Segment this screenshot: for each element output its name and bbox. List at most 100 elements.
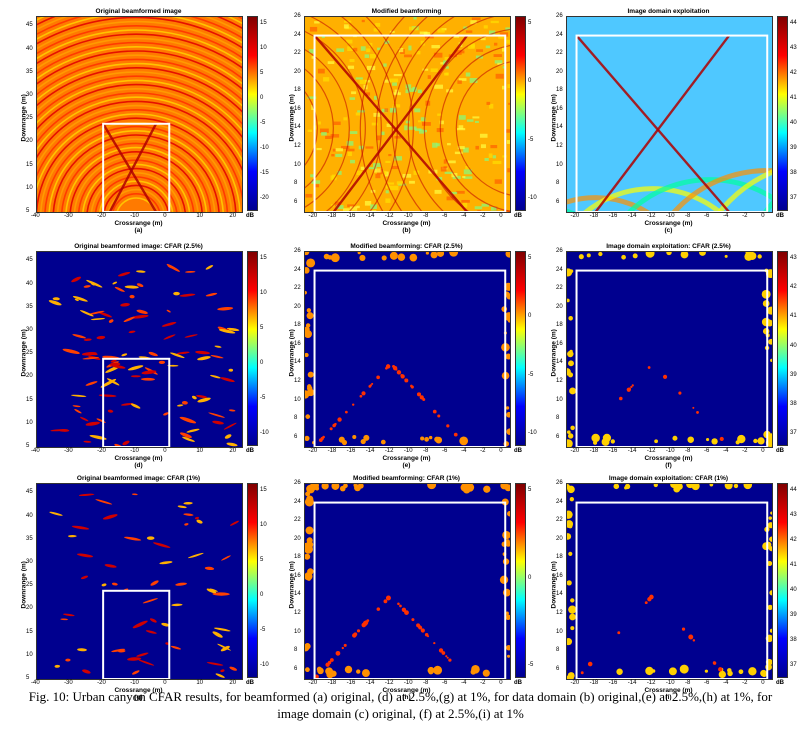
heatmap-image (567, 252, 772, 447)
y-tick-label: 22 (294, 50, 301, 57)
colorbar-tick-label: 15 (260, 255, 267, 261)
x-tick-label: 10 (196, 680, 203, 686)
x-tick-label: -14 (627, 448, 637, 454)
x-tick-label: -30 (64, 448, 73, 454)
y-tick-label: 10 (294, 628, 301, 635)
colorbar-tick-label: 5 (260, 325, 264, 331)
colorbar-tick-label: -15 (260, 170, 269, 176)
colorbar-tick-label: 5 (528, 20, 532, 26)
colorbar-tick-label: 41 (790, 562, 797, 568)
chart-title: Original beamformed image: CFAR (2.5%) (74, 243, 203, 250)
x-tick-label: -4 (461, 448, 467, 454)
x-tick-label: -16 (608, 213, 618, 219)
colorbar-tick-label: 37 (790, 195, 797, 201)
y-axis-label: Downrange (m) (550, 328, 558, 376)
y-tick-label: 16 (294, 105, 301, 112)
colorbar-tick-label: -10 (260, 430, 269, 436)
x-tick-label: -40 (31, 448, 40, 454)
y-tick-label: 6 (556, 665, 560, 672)
x-tick-label: 20 (229, 213, 237, 219)
y-tick-label: 20 (26, 138, 33, 145)
x-tick-label: -20 (308, 213, 318, 219)
y-tick-label: 26 (294, 13, 301, 19)
heatmap-image (37, 17, 242, 212)
x-tick-label: -20 (97, 680, 106, 686)
x-tick-label: -6 (442, 213, 448, 219)
y-tick-label: 24 (556, 31, 563, 38)
y-tick-label: 22 (294, 517, 301, 524)
panel-sublabel: (e) (402, 462, 411, 469)
colorbar-tick-label: 40 (790, 120, 797, 126)
colorbar-unit: dB (776, 213, 784, 219)
y-tick-label: 20 (556, 303, 563, 310)
y-tick-label: 22 (556, 517, 563, 524)
colorbar-tick-label: -5 (528, 136, 534, 143)
y-tick-label: 40 (26, 280, 33, 287)
y-tick-label: 8 (556, 415, 560, 422)
x-tick-label: 20 (229, 680, 237, 686)
panel-sublabel: (a) (134, 227, 143, 234)
chart-title: Original beamformed image: CFAR (1%) (76, 475, 201, 482)
y-axis-label: Downrange (m) (550, 560, 558, 608)
y-tick-label: 14 (294, 591, 301, 598)
heatmap-image (305, 252, 510, 447)
y-tick-label: 12 (556, 143, 563, 149)
x-tick-label: -6 (704, 680, 710, 686)
region-box (575, 34, 769, 212)
y-tick-label: 12 (556, 378, 563, 384)
x-tick-label: -2 (480, 213, 486, 219)
x-tick-label: -12 (646, 213, 656, 219)
x-tick-label: -14 (365, 680, 375, 686)
y-tick-label: 14 (556, 591, 563, 598)
heatmap-image (37, 252, 242, 447)
x-tick-label: -14 (365, 448, 375, 454)
x-tick-label: -18 (327, 448, 337, 454)
region-box (102, 122, 171, 212)
y-tick-label: 22 (556, 285, 563, 292)
y-tick-label: 10 (26, 651, 33, 658)
colorbar (515, 251, 526, 446)
x-tick-label: -4 (461, 680, 467, 686)
y-tick-label: 40 (26, 45, 33, 52)
x-tick-label: -14 (627, 213, 637, 219)
x-tick-label: -6 (442, 448, 448, 454)
y-tick-label: 30 (26, 326, 33, 333)
y-tick-label: 10 (556, 396, 563, 403)
panel-sublabel: (i) (665, 694, 672, 701)
x-tick-label: -4 (723, 448, 729, 454)
x-tick-label: 0 (761, 213, 765, 219)
y-tick-label: 18 (556, 554, 563, 561)
colorbar-tick-label: -10 (260, 145, 269, 151)
colorbar-tick-label: 0 (260, 95, 264, 101)
x-tick-label: -10 (403, 448, 413, 454)
x-tick-label: -8 (684, 213, 691, 219)
x-tick-label: -8 (684, 448, 691, 454)
y-tick-label: 12 (294, 143, 301, 149)
y-tick-label: 15 (26, 396, 33, 403)
y-tick-label: 14 (556, 124, 563, 131)
chart-panel-i: Image domain exploitation: CFAR (1%) -20-… (542, 475, 801, 708)
colorbar-tick-label: 5 (260, 557, 264, 563)
x-tick-label: -30 (64, 213, 73, 219)
colorbar-tick-label: 5 (260, 70, 264, 76)
heatmap-plot-area (304, 483, 511, 680)
y-tick-label: 8 (556, 647, 560, 654)
x-tick-label: -12 (646, 448, 656, 454)
colorbar-tick-label: 44 (790, 487, 797, 493)
x-tick-label: -18 (589, 680, 599, 686)
heatmap-plot-area (36, 483, 243, 680)
x-tick-label: -10 (130, 213, 139, 219)
y-tick-label: 24 (294, 266, 301, 273)
colorbar-unit: dB (514, 448, 522, 454)
colorbar-tick-label: 0 (260, 592, 264, 598)
colorbar-unit: dB (246, 680, 254, 686)
chart-panel-h: Modified beamforming: CFAR (1%) -20 -18 -16… (280, 475, 545, 708)
x-tick-label: -10 (665, 213, 675, 219)
x-tick-label: -20 (308, 448, 318, 454)
colorbar-tick-label: 15 (260, 487, 267, 493)
chart-title: Image domain exploitation (627, 8, 710, 15)
x-tick-label: -12 (384, 680, 394, 686)
y-tick-label: 26 (556, 13, 563, 19)
y-tick-label: 6 (294, 665, 298, 672)
x-axis-label: Crossrange (m) (114, 220, 163, 227)
